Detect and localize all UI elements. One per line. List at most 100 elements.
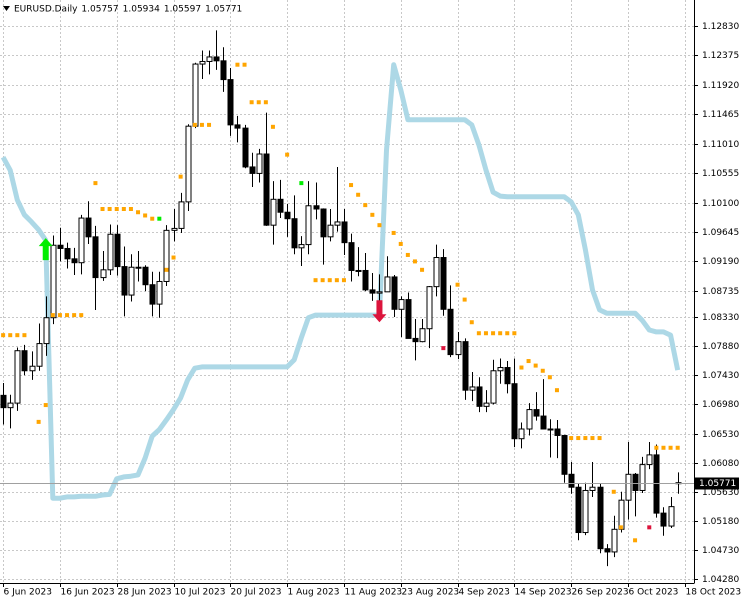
candle-body — [43, 317, 50, 345]
indicator-dot — [633, 538, 638, 543]
candle-body — [128, 266, 135, 296]
indicator-dot — [93, 181, 98, 186]
indicator-dot — [675, 445, 680, 450]
indicator-dot — [164, 267, 169, 272]
candle-body — [7, 402, 14, 409]
candle-body — [568, 473, 575, 488]
candle-body — [589, 486, 596, 491]
candle-body — [604, 548, 611, 553]
indicator-dot — [412, 259, 417, 264]
candle-body — [50, 244, 57, 319]
indicator-dot — [341, 278, 346, 283]
indicator-dot — [590, 436, 595, 441]
candle-body — [213, 56, 220, 62]
indicator-dot — [491, 331, 496, 336]
candle-body — [29, 365, 36, 372]
candle-body — [85, 217, 92, 238]
indicator-dot — [576, 436, 581, 441]
candle-body — [376, 291, 383, 294]
candle-body — [227, 79, 234, 126]
indicator-dot — [377, 223, 382, 228]
candle-body — [490, 370, 497, 404]
indicator-dot — [554, 388, 559, 393]
indicator-dot — [150, 216, 155, 221]
x-tick-label: 14 Sep 2023 — [515, 588, 572, 598]
candle-body — [277, 198, 284, 213]
y-tick-label: 1.06080 — [702, 459, 739, 469]
candle-body — [554, 428, 561, 436]
y-tick-label: 1.04730 — [702, 546, 739, 556]
axes: 1.12830 1.12375 1.11920 1.11465 1.11010 1.105… — [3, 22, 741, 598]
indicator-dot — [270, 124, 275, 129]
x-tick-label: 28 Jun 2023 — [118, 588, 172, 598]
candle-body — [433, 257, 440, 288]
header-values: 1.05757 1.05934 1.05597 1.05771 — [81, 5, 242, 15]
indicator-dot — [249, 100, 254, 105]
candle-body — [291, 218, 298, 249]
y-tick-label: 1.05630 — [702, 488, 739, 498]
candle-body — [497, 367, 504, 372]
indicator-dot — [285, 152, 290, 157]
candle-body — [298, 244, 305, 249]
candle-body — [327, 224, 334, 238]
candle-body — [582, 489, 589, 534]
indicator-dot — [654, 445, 659, 450]
candle-body — [469, 386, 476, 391]
candle-body — [21, 350, 28, 372]
candle-body — [483, 402, 490, 407]
indicator-dot — [242, 62, 247, 67]
indicator-dot — [476, 331, 481, 336]
x-tick-label: 26 Sep 2023 — [572, 588, 629, 598]
y-tick-label: 1.05180 — [702, 517, 739, 527]
candle-body — [249, 166, 256, 174]
candle-body — [547, 428, 554, 431]
indicator-dot — [65, 313, 70, 318]
candle-body — [199, 60, 206, 65]
current-price-label: 1.05771 — [699, 479, 736, 489]
candle-body — [14, 350, 21, 404]
y-tick-label: 1.09645 — [702, 228, 739, 238]
candle-body — [518, 428, 525, 440]
indicator-dot — [313, 278, 318, 283]
indicator-dot — [498, 331, 503, 336]
candle-body — [341, 221, 348, 244]
x-tick-label: 16 Jun 2023 — [61, 588, 115, 598]
buy-arrow — [38, 238, 53, 261]
x-tick-label: 23 Aug 2023 — [402, 588, 460, 598]
candle-body — [384, 276, 391, 293]
indicator-dot — [157, 216, 162, 221]
candle-body — [511, 383, 518, 440]
candle-body — [412, 337, 419, 343]
x-tick-label: 18 Oct 2023 — [686, 588, 741, 598]
indicator-dot — [235, 62, 240, 67]
candle-body — [533, 409, 540, 417]
candle-body — [440, 257, 447, 310]
candle-body — [163, 229, 170, 282]
candle-body — [178, 201, 185, 229]
plot — [0, 30, 694, 567]
indicator-dot — [79, 313, 84, 318]
indicator-dot — [405, 252, 410, 257]
y-tick-label: 1.11920 — [702, 81, 739, 91]
indicator-dot — [43, 403, 48, 408]
candle-body — [234, 124, 241, 129]
indicator-line — [0, 62, 681, 501]
indicator-dot — [349, 183, 354, 188]
indicator-dot — [299, 181, 304, 186]
indicator-dot — [483, 331, 488, 336]
current-price-box — [695, 477, 739, 490]
candle-body — [92, 236, 99, 279]
header-value: 1.05934 — [123, 5, 160, 15]
indicator-dot — [618, 525, 623, 530]
candle-body — [540, 415, 547, 430]
candle-body — [639, 464, 646, 491]
candle-body — [632, 473, 639, 491]
menu-triangle[interactable] — [3, 6, 10, 11]
candle-body — [121, 266, 128, 296]
indicator-dot — [370, 212, 375, 217]
candle-body — [476, 386, 483, 407]
candle-body — [455, 341, 462, 356]
indicator-dot — [121, 207, 126, 211]
candle-body — [263, 153, 270, 226]
indicator-dot — [668, 445, 673, 450]
